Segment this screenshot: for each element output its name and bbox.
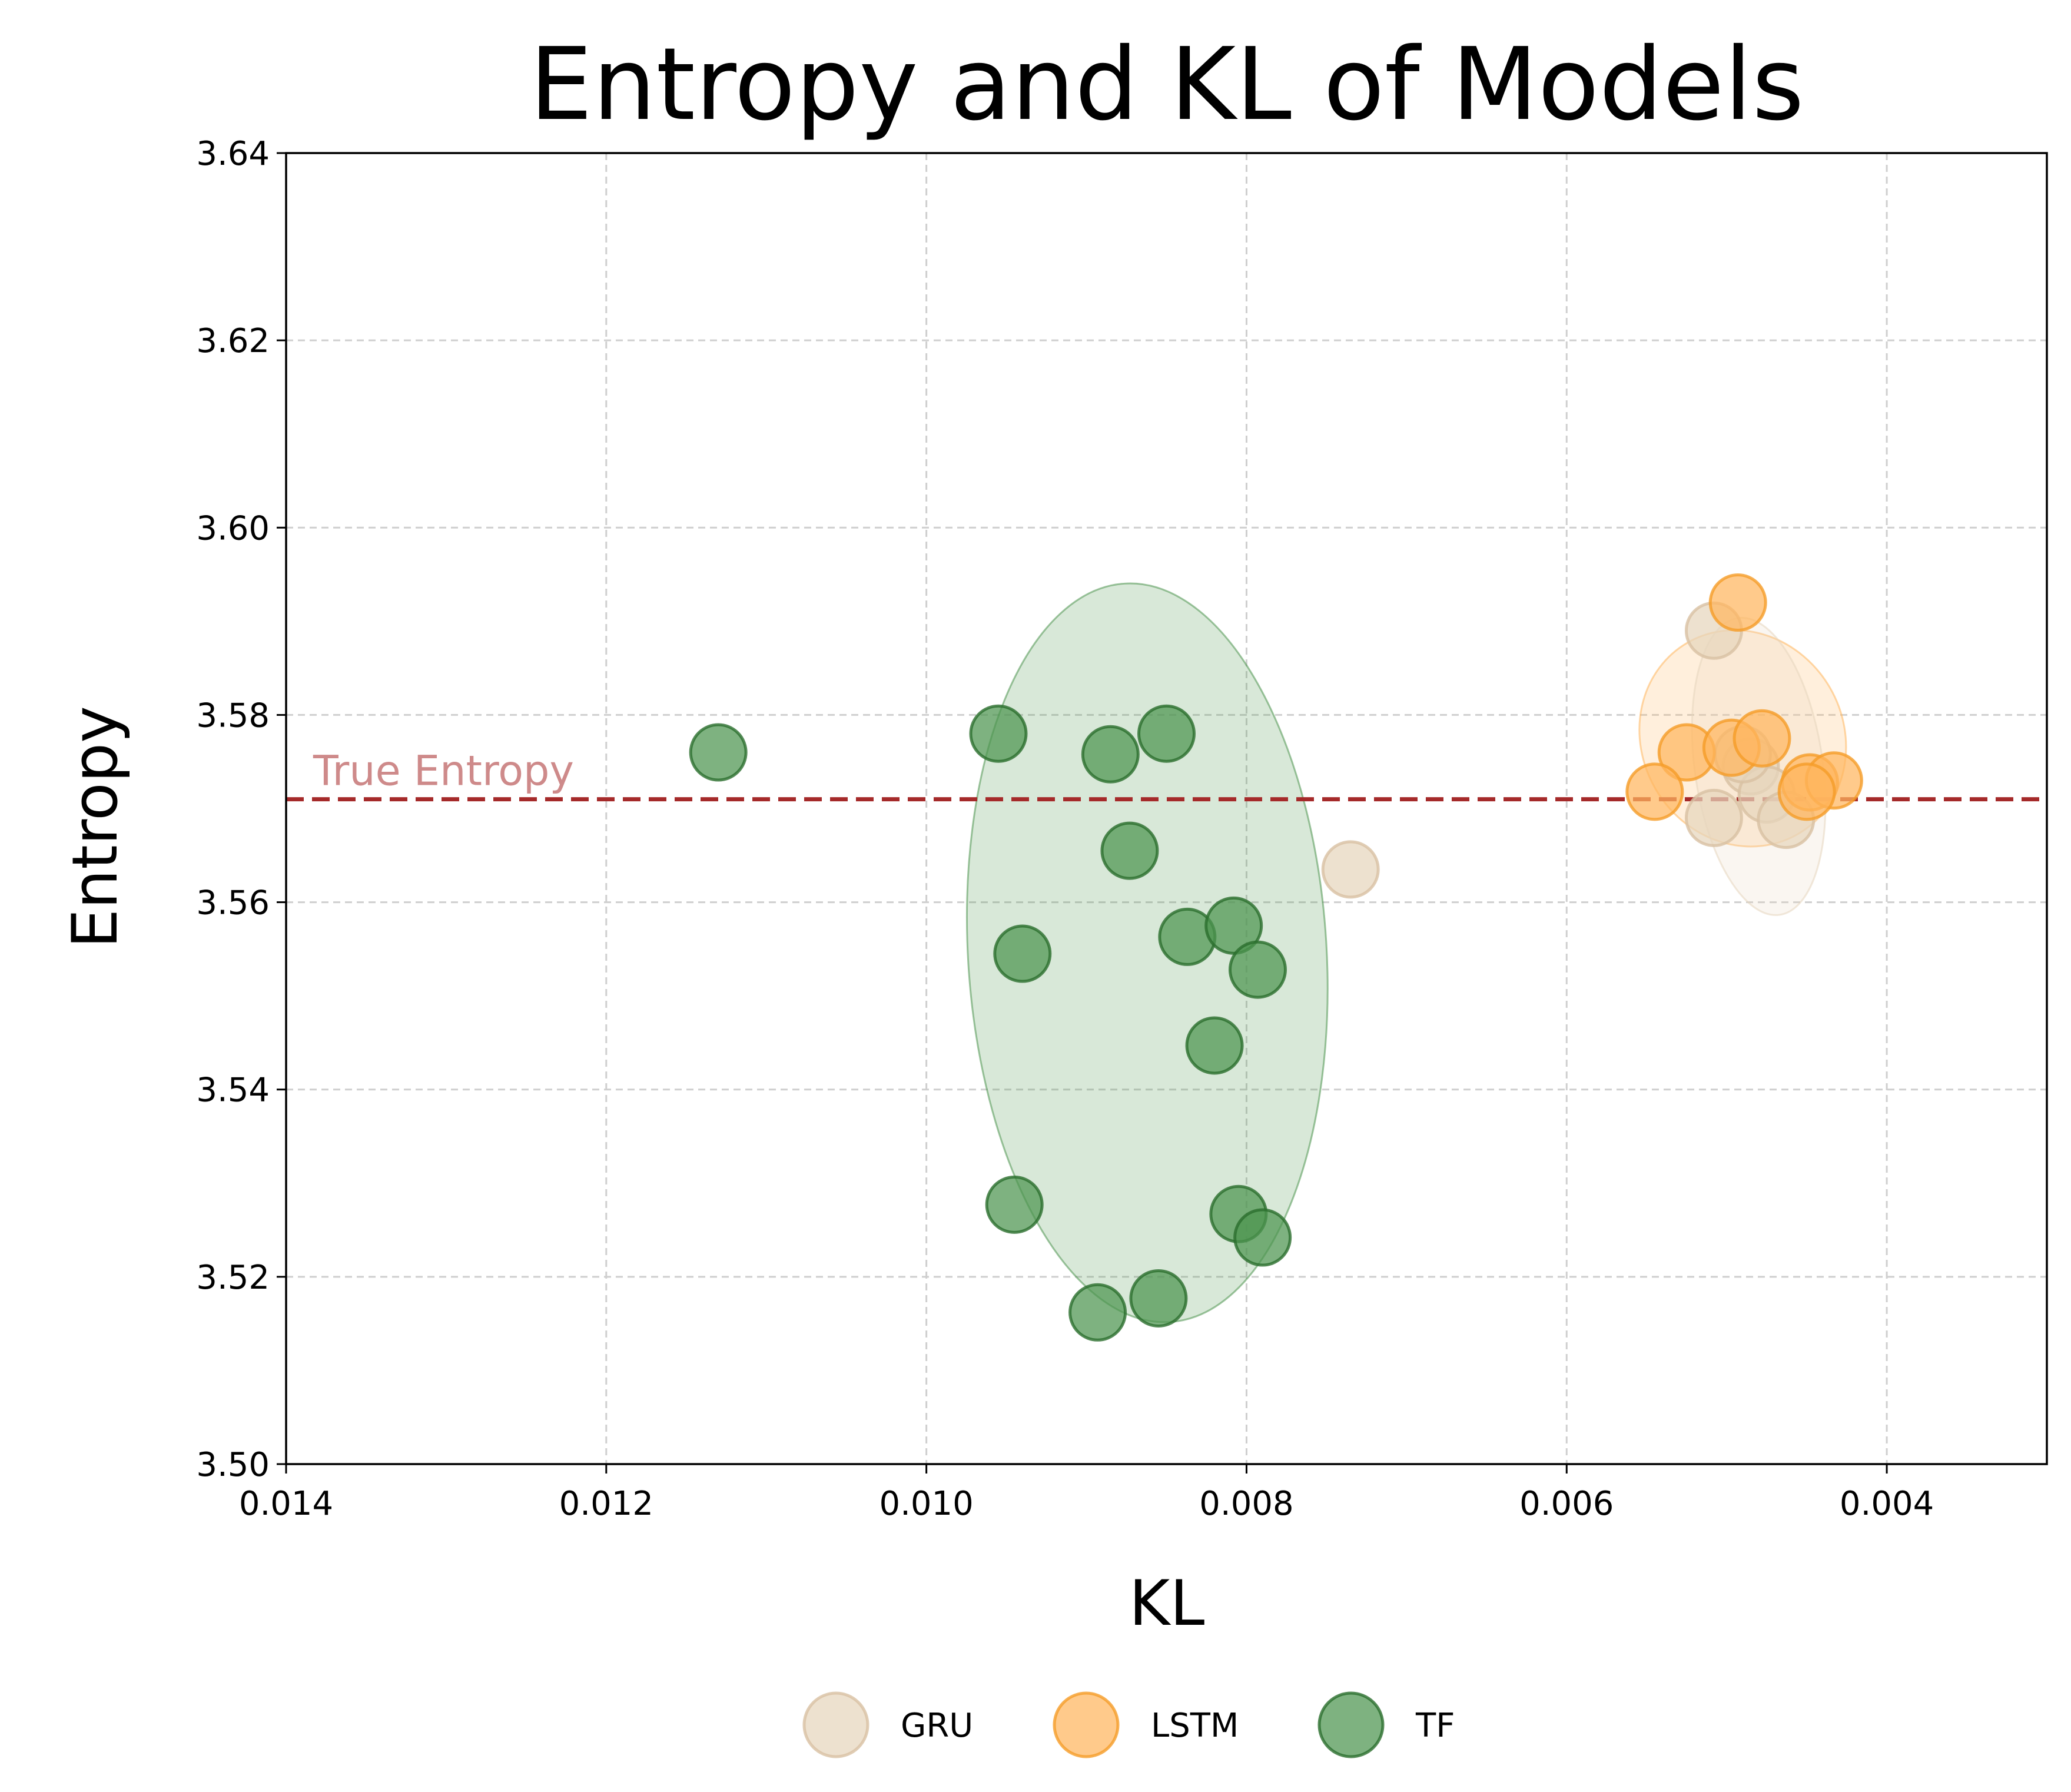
point-tf: [969, 704, 1028, 763]
point-tf: [985, 1175, 1044, 1234]
point-tf: [1068, 1283, 1127, 1342]
point-tf: [1228, 940, 1287, 999]
point-tf: [689, 723, 748, 782]
legend-label-gru: GRU: [901, 1707, 973, 1745]
chart-title: Entropy and KL of Models: [529, 26, 1804, 143]
y-axis-title: Entropy: [59, 706, 131, 948]
legend-label-tf: TF: [1415, 1707, 1455, 1745]
point-gru: [1684, 788, 1743, 847]
y-tick-label: 3.62: [196, 322, 270, 360]
plot-frame: [285, 152, 2048, 1465]
legend-marker-lstm: [1053, 1691, 1120, 1758]
x-axis-title: KL: [1129, 1567, 1205, 1640]
x-tick-label: 0.004: [1840, 1485, 1934, 1523]
axes: 0.014 0.012 0.010 0.008 0.006 0.004 3.50 3.52 3.…: [196, 135, 2048, 1523]
point-lstm: [1708, 573, 1767, 632]
legend: GRU LSTM TF: [802, 1691, 1455, 1758]
y-tick-label: 3.50: [196, 1446, 270, 1484]
point-tf: [1185, 1016, 1244, 1075]
point-lstm: [1625, 762, 1684, 821]
data-points: [689, 573, 1863, 1342]
point-tf: [1137, 704, 1196, 763]
legend-marker-gru: [802, 1691, 869, 1758]
point-tf: [1100, 821, 1159, 880]
point-tf: [993, 924, 1052, 983]
y-tick-label: 3.58: [196, 696, 270, 735]
legend-label-lstm: LSTM: [1151, 1707, 1239, 1745]
x-tick-label: 0.008: [1199, 1485, 1293, 1523]
true-entropy-label: True Entropy: [313, 747, 574, 795]
x-tick-label: 0.006: [1519, 1485, 1614, 1523]
y-tick-label: 3.52: [196, 1259, 270, 1297]
point-tf: [1233, 1208, 1292, 1267]
x-tick-label: 0.010: [879, 1485, 973, 1523]
y-tick-label: 3.60: [196, 509, 270, 547]
y-tick-label: 3.54: [196, 1071, 270, 1110]
y-tick-label: 3.64: [196, 135, 270, 173]
point-tf: [1129, 1269, 1188, 1328]
x-tick-label: 0.012: [559, 1485, 653, 1523]
point-tf: [1081, 725, 1140, 784]
point-gru: [1321, 840, 1380, 899]
point-lstm: [1777, 762, 1836, 821]
y-tick-label: 3.56: [196, 884, 270, 922]
x-tick-label: 0.014: [239, 1485, 333, 1523]
point-lstm: [1733, 709, 1791, 768]
legend-marker-tf: [1317, 1691, 1385, 1758]
